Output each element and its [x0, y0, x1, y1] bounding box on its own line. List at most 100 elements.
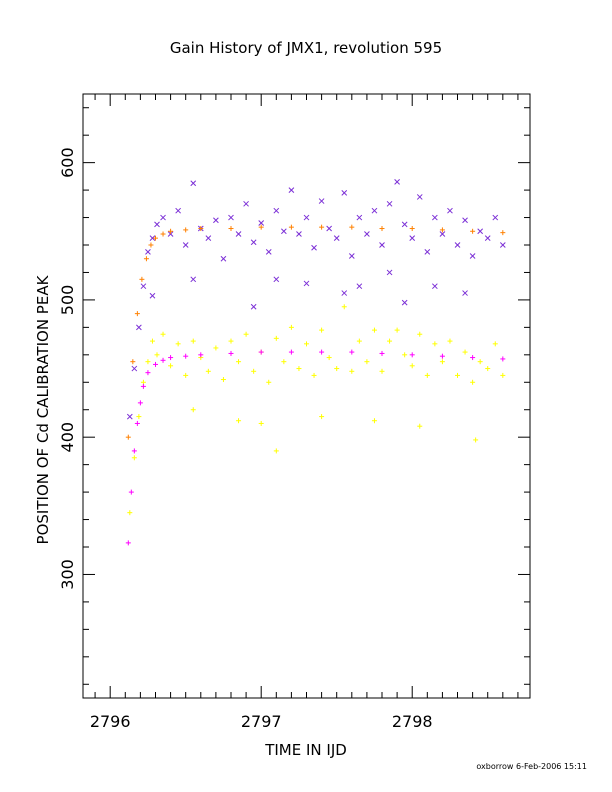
x-tick-label: 2797 — [241, 712, 282, 731]
series-5-point — [288, 349, 294, 355]
series-2-point — [334, 366, 340, 372]
series-2-point — [477, 359, 483, 365]
series-2-point — [356, 338, 362, 344]
series-1-point — [303, 280, 310, 287]
series-2-point — [432, 341, 438, 347]
series-0-point — [333, 235, 340, 241]
series-5-point — [228, 350, 234, 356]
series-0-point — [265, 249, 272, 255]
series-2-point — [205, 368, 211, 374]
x-tick-label: 2796 — [90, 712, 131, 731]
series-0-point — [243, 200, 249, 207]
series-4-point — [258, 224, 264, 230]
series-0-point — [149, 235, 156, 241]
series-4-point — [183, 227, 189, 233]
series-0-point — [447, 207, 453, 214]
series-0-point — [175, 207, 181, 214]
series-5-point — [258, 349, 264, 355]
series-0-point — [416, 194, 423, 200]
series-2-point — [296, 366, 302, 372]
series-0-point — [364, 231, 370, 237]
series-0-point — [296, 231, 302, 237]
series-2-point — [500, 372, 506, 378]
y-axis-label: POSITION OF Cd CALIBRATION PEAK — [34, 274, 52, 544]
series-4-point — [152, 235, 158, 241]
series-2-point — [326, 355, 332, 361]
series-0-point — [401, 221, 408, 228]
series-2-point — [127, 510, 133, 516]
series-2-point — [228, 338, 234, 344]
series-0-point — [356, 214, 363, 221]
series-0-point — [424, 249, 431, 255]
series-0-point — [288, 187, 295, 193]
series-5-point — [500, 356, 506, 362]
series-5-point — [125, 540, 131, 546]
series-2-point — [149, 338, 155, 344]
series-0-point — [439, 231, 446, 237]
series-4-point — [379, 226, 385, 232]
series-0-point — [154, 221, 160, 228]
series-4-point — [288, 224, 294, 230]
series-4-point — [139, 276, 145, 282]
series-5-point — [134, 420, 140, 426]
series-4-point — [319, 224, 325, 230]
series-0-point — [126, 413, 133, 420]
series-2-point — [379, 368, 385, 374]
series-0-point — [348, 253, 355, 259]
series-4-point — [125, 434, 131, 440]
series-0-point — [220, 255, 227, 262]
series-4-point — [500, 230, 506, 236]
series-0-point — [190, 180, 197, 187]
series-0-point — [499, 242, 506, 248]
series-3-point — [371, 418, 377, 424]
series-4-point — [349, 224, 355, 230]
series-2-point — [455, 372, 461, 378]
series-0-point — [250, 239, 257, 246]
series-2-point — [168, 363, 174, 369]
series-2-point — [364, 359, 370, 365]
series-0-point — [409, 235, 416, 241]
series-4-point — [160, 231, 166, 237]
series-1-point — [341, 290, 348, 296]
series-3-point — [473, 437, 479, 443]
series-4-point — [143, 256, 149, 262]
x-axis-label: TIME IN IJD — [264, 741, 347, 759]
series-0-point — [303, 214, 310, 221]
series-2-point — [319, 327, 325, 333]
series-0-point — [318, 198, 325, 204]
series-3-point — [190, 407, 196, 413]
x-tick-label: 2798 — [392, 712, 433, 731]
footer-text: oxborrow 6-Feb-2006 15:11 — [476, 762, 587, 771]
series-5-point — [168, 355, 174, 361]
series-0-point — [462, 217, 468, 224]
series-2-point — [220, 377, 226, 383]
series-0-point — [136, 324, 142, 331]
series-0-point — [167, 231, 174, 237]
series-2-point — [183, 372, 189, 378]
series-2-point — [424, 372, 430, 378]
series-0-point — [280, 228, 287, 235]
series-3-point — [319, 414, 325, 420]
series-0-point — [371, 207, 378, 214]
series-4-point — [168, 228, 174, 234]
series-4-point — [409, 226, 415, 232]
series-5-point — [131, 448, 137, 454]
series-1-point — [190, 276, 197, 283]
series-3-point — [417, 423, 423, 429]
series-5-point — [145, 370, 151, 376]
tick-labels: 2796 2797 2798 300 400 500 600 — [58, 147, 433, 731]
series-2-point — [243, 331, 249, 337]
series-2-point — [131, 455, 137, 461]
series-0-point — [205, 235, 212, 241]
series-2-point — [160, 331, 166, 337]
series-2-point — [485, 366, 491, 372]
y-tick-label: 300 — [58, 559, 77, 590]
series-2-point — [447, 338, 453, 344]
series-0-point — [182, 242, 189, 248]
series-5-point — [137, 400, 143, 406]
series-0-point — [311, 244, 317, 251]
series-4-point — [130, 359, 136, 365]
series-2-point — [304, 341, 309, 347]
series-4-point — [134, 311, 140, 317]
series-3-point — [236, 418, 242, 424]
